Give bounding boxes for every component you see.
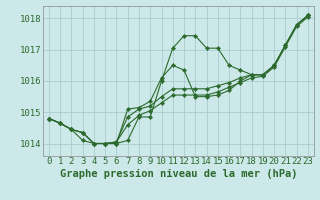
- X-axis label: Graphe pression niveau de la mer (hPa): Graphe pression niveau de la mer (hPa): [60, 169, 297, 179]
